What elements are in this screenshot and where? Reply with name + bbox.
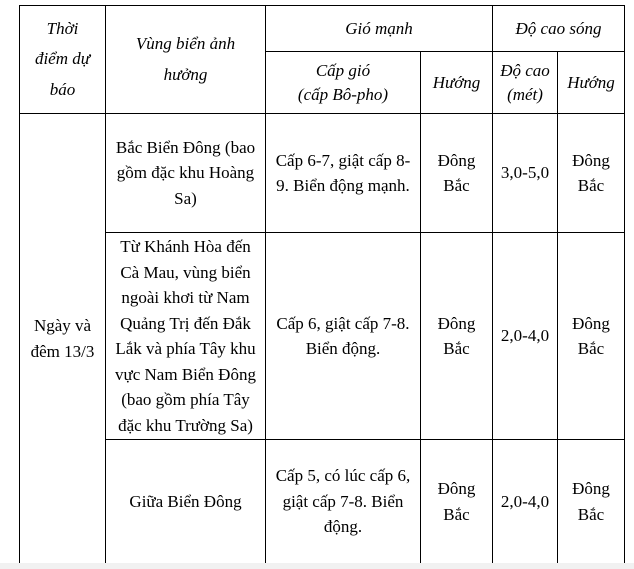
table-row: Ngày và đêm 13/3 Bắc Biển Đông (bao gồm … [19, 113, 626, 564]
header-wind-level-title: Cấp gió [315, 60, 371, 80]
region-cell: Giữa Biển Đông [105, 439, 266, 564]
header-wave-group: Độ cao sóng [491, 5, 626, 52]
wind-cell: Cấp 6, giật cấp 7-8. Biển động. [265, 232, 421, 440]
wave-direction-cell: Đông Bắc [556, 232, 626, 440]
wind-cell: Cấp 5, có lúc cấp 6, giật cấp 7-8. Biển … [265, 439, 421, 564]
wave-direction-cell: Đông Bắc [556, 439, 626, 564]
header-wave-direction: Hướng [556, 51, 626, 114]
time-period-cell: Ngày và đêm 13/3 [19, 113, 106, 564]
header-wind-group: Gió mạnh [265, 5, 493, 52]
header-wind-level: Cấp gió (cấp Bô-pho) [265, 51, 421, 114]
region-cell: Bắc Biển Đông (bao gồm đặc khu Hoàng Sa) [105, 113, 266, 233]
header-wind-direction: Hướng [420, 51, 493, 114]
header-wind-level-unit: (cấp Bô-pho) [297, 84, 389, 104]
header-row-sub: Cấp gió (cấp Bô-pho) Hướng Độ cao (mét) … [20, 51, 626, 114]
wave-height-cell: 3,0-5,0 [492, 113, 558, 233]
header-wave-height: Độ cao (mét) [492, 51, 558, 114]
wind-cell: Cấp 6-7, giật cấp 8-9. Biển động mạnh. [265, 113, 421, 233]
wave-height-cell: 2,0-4,0 [492, 439, 558, 564]
page-bottom-strip [0, 563, 634, 569]
wave-direction-cell: Đông Bắc [556, 113, 626, 233]
region-cell: Từ Khánh Hòa đến Cà Mau, vùng biển ngoài… [105, 232, 266, 440]
header-wave-height-title: Độ cao [500, 60, 550, 80]
header-region: Vùng biển ảnh hưởng [105, 5, 266, 114]
header-wave-height-unit: (mét) [507, 84, 543, 104]
wind-direction-cell: Đông Bắc [420, 113, 493, 233]
wind-direction-cell: Đông Bắc [420, 439, 493, 564]
wave-height-cell: 2,0-4,0 [492, 232, 558, 440]
table-row: Từ Khánh Hòa đến Cà Mau, vùng biển ngoài… [20, 232, 626, 440]
header-row-groups: Thời điểm dự báo Vùng biển ảnh hưởng Gió… [19, 5, 626, 114]
header-time: Thời điểm dự báo [19, 5, 106, 114]
table-row: Giữa Biển Đông Cấp 5, có lúc cấp 6, giật… [20, 439, 626, 564]
wind-direction-cell: Đông Bắc [420, 232, 493, 440]
forecast-table: Thời điểm dự báo Vùng biển ảnh hưởng Gió… [19, 5, 626, 564]
